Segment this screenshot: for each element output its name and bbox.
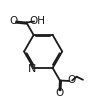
Text: O: O [10, 16, 18, 26]
Text: O: O [67, 75, 75, 85]
Text: OH: OH [30, 16, 46, 26]
Text: N: N [28, 64, 36, 74]
Text: O: O [55, 88, 64, 98]
